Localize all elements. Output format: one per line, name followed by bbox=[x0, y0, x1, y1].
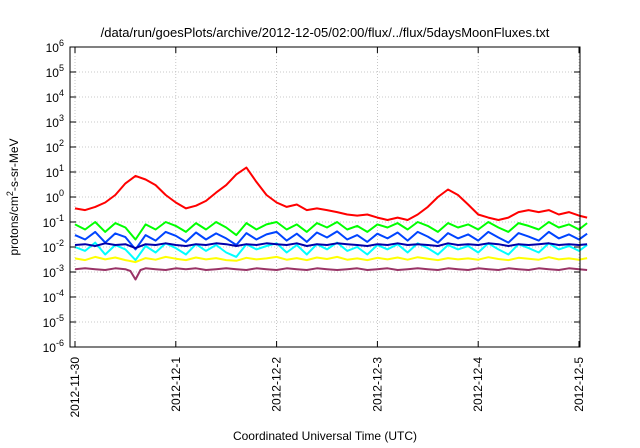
y-axis-ticks: 10-610-510-410-310-210-11001011021031041… bbox=[43, 38, 580, 355]
series-line bbox=[74, 242, 588, 250]
x-tick-label: 2012-12-1 bbox=[169, 357, 183, 412]
y-tick-exponent: 4 bbox=[59, 88, 64, 98]
y-tick-exponent: -6 bbox=[56, 338, 64, 348]
y-tick-exponent: -3 bbox=[56, 263, 64, 273]
y-tick-base: 10 bbox=[46, 141, 60, 155]
y-tick-base: 10 bbox=[43, 291, 57, 305]
y-tick-label: 102 bbox=[46, 138, 64, 155]
y-tick-label: 10-5 bbox=[43, 313, 64, 330]
y-axis-label-prefix: protons/cm bbox=[7, 196, 21, 255]
x-axis-label: Coordinated Universal Time (UTC) bbox=[233, 429, 417, 443]
y-tick-label: 105 bbox=[46, 63, 64, 80]
y-axis-label-suffix: -s-sr-MeV bbox=[7, 138, 21, 191]
x-tick-label: 2012-12-5 bbox=[572, 357, 586, 412]
y-tick-label: 101 bbox=[46, 163, 64, 180]
series-line bbox=[74, 166, 588, 221]
y-tick-exponent: 1 bbox=[59, 163, 64, 173]
chart-title: /data/run/goesPlots/archive/2012-12-05/0… bbox=[101, 25, 550, 40]
series-line bbox=[74, 221, 588, 241]
x-tick-label: 2012-11-30 bbox=[68, 357, 82, 418]
y-tick-base: 10 bbox=[46, 66, 60, 80]
y-tick-base: 10 bbox=[46, 166, 60, 180]
y-tick-label: 10-4 bbox=[43, 288, 64, 305]
y-tick-base: 10 bbox=[43, 266, 57, 280]
x-tick-label: 2012-12-3 bbox=[370, 357, 384, 412]
y-tick-base: 10 bbox=[46, 91, 60, 105]
y-tick-label: 10-2 bbox=[43, 238, 64, 255]
y-tick-exponent: 3 bbox=[59, 113, 64, 123]
y-tick-base: 10 bbox=[46, 191, 60, 205]
y-tick-label: 104 bbox=[46, 88, 64, 105]
y-tick-exponent: -2 bbox=[56, 238, 64, 248]
y-tick-exponent: 2 bbox=[59, 138, 64, 148]
grid bbox=[70, 47, 580, 347]
x-tick-label: 2012-12-2 bbox=[270, 357, 284, 412]
series-line bbox=[74, 267, 588, 281]
x-tick-label: 2012-12-4 bbox=[471, 357, 485, 412]
y-tick-label: 100 bbox=[46, 188, 64, 205]
y-tick-exponent: -4 bbox=[56, 288, 64, 298]
y-tick-label: 103 bbox=[46, 113, 64, 130]
y-tick-base: 10 bbox=[43, 316, 57, 330]
y-axis-label-superscript: 2 bbox=[5, 191, 15, 196]
y-axis-label: protons/cm2-s-sr-MeV bbox=[5, 138, 21, 255]
series-line bbox=[74, 255, 588, 264]
y-tick-base: 10 bbox=[43, 341, 57, 355]
y-tick-label: 10-1 bbox=[43, 213, 64, 230]
y-tick-exponent: 6 bbox=[59, 38, 64, 48]
y-tick-exponent: -1 bbox=[56, 213, 64, 223]
y-tick-label: 10-6 bbox=[43, 338, 64, 355]
y-tick-exponent: 0 bbox=[59, 188, 64, 198]
series-line bbox=[74, 241, 588, 262]
y-tick-base: 10 bbox=[46, 116, 60, 130]
y-tick-base: 10 bbox=[46, 41, 60, 55]
y-tick-label: 10-3 bbox=[43, 263, 64, 280]
y-tick-label: 106 bbox=[46, 38, 64, 55]
x-axis-ticks: 2012-11-30 2012-12-1 2012-12-2 2012-12-3 201… bbox=[68, 47, 586, 418]
series-layer bbox=[74, 166, 588, 281]
y-tick-base: 10 bbox=[43, 216, 57, 230]
y-tick-exponent: -5 bbox=[56, 313, 64, 323]
y-tick-exponent: 5 bbox=[59, 63, 64, 73]
series-line bbox=[74, 230, 588, 251]
y-tick-base: 10 bbox=[43, 241, 57, 255]
